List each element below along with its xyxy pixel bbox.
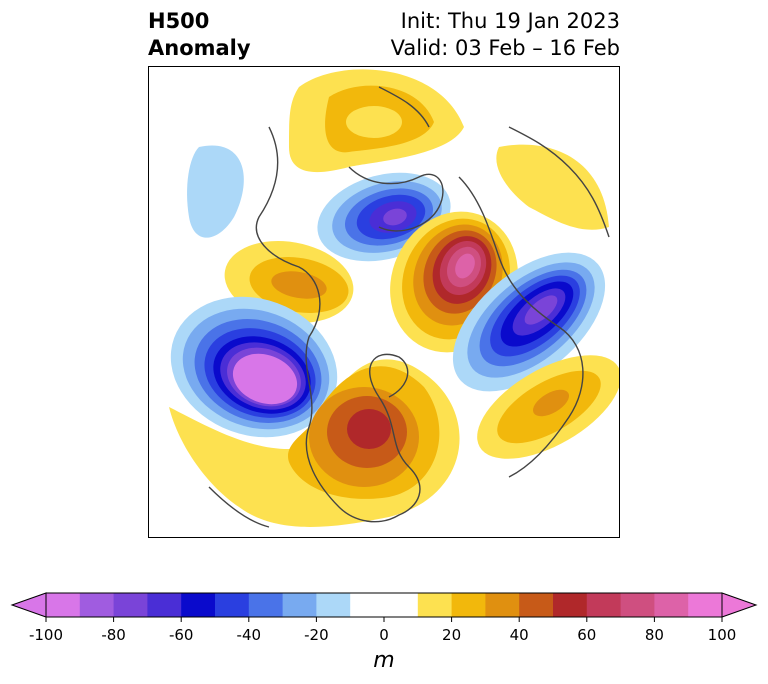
colorbar-segment — [248, 593, 284, 617]
east-asia-trough — [452, 252, 606, 392]
anomaly-map — [148, 66, 620, 538]
anomaly-map-graphic — [169, 69, 619, 528]
colorbar-tick-label: 100 — [707, 626, 737, 644]
colorbar-segment — [485, 593, 520, 617]
valid-date: Valid: 03 Feb – 16 Feb — [390, 36, 620, 60]
colorbar-segment — [688, 593, 723, 617]
colorbar-tick-label: -100 — [28, 626, 64, 644]
map-title: H500 Anomaly — [148, 8, 251, 62]
siberia-ridge — [390, 211, 518, 353]
colorbar-tick-label: 20 — [442, 626, 462, 644]
colorbar — [10, 592, 758, 622]
colorbar-segment — [113, 593, 148, 617]
northeast-pacific-trough — [170, 296, 338, 438]
colorbar-tick-label: -60 — [168, 626, 194, 644]
colorbar-segment — [147, 593, 182, 617]
north-pacific-weak-negative — [187, 145, 244, 238]
colorbar-segment — [553, 593, 588, 617]
colorbar-segment — [181, 593, 216, 617]
init-date: Init: Thu 19 Jan 2023 — [400, 9, 620, 33]
colorbar-segment — [451, 593, 486, 617]
north-america-ridge — [169, 359, 460, 527]
colorbar-segment — [350, 593, 385, 617]
colorbar-tick-label: 0 — [379, 626, 389, 644]
colorbar-tick-label: -80 — [101, 626, 126, 644]
colorbar-segment — [519, 593, 554, 617]
colorbar-tick-label: 60 — [577, 626, 597, 644]
colorbar-segment — [384, 593, 419, 617]
colorbar-tick-label: 80 — [644, 626, 664, 644]
colorbar-tick-label: 40 — [509, 626, 529, 644]
forecast-dates: Init: Thu 19 Jan 2023 Valid: 03 Feb – 16… — [391, 8, 620, 62]
coastlines — [208, 86, 610, 528]
scandinavia-positive-anomaly — [496, 144, 609, 230]
colorbar-segment — [46, 593, 81, 617]
colorbar-segment — [79, 593, 115, 617]
colorbar-segment — [586, 593, 622, 617]
colorbar-segment — [654, 593, 689, 617]
greenland-positive-anomaly — [289, 69, 464, 173]
colorbar-segment — [215, 593, 250, 617]
colorbar-segment — [316, 593, 351, 617]
colorbar-tick-label: -20 — [304, 626, 329, 644]
colorbar-segment — [620, 593, 655, 617]
colorbar-unit: m — [373, 648, 395, 673]
colorbar-segment — [417, 593, 453, 617]
colorbar-segment — [282, 593, 317, 617]
colorbar-extend-low — [10, 592, 47, 618]
title-line-1: H500 — [148, 9, 210, 33]
colorbar-extend-high — [721, 592, 758, 618]
north-pacific-ridge — [477, 355, 619, 459]
title-line-2: Anomaly — [148, 36, 251, 60]
colorbar-tick-label: -40 — [236, 626, 262, 644]
